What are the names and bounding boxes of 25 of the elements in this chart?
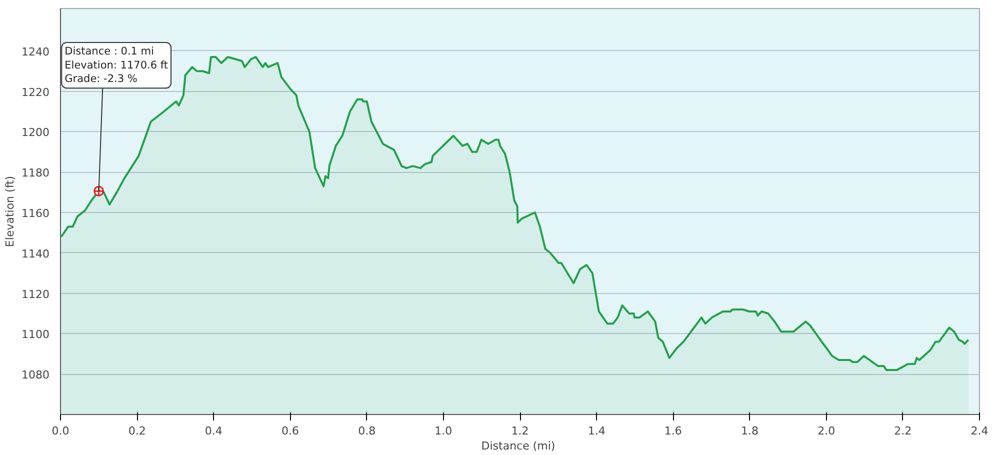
y-tick-label: 1080 <box>22 368 50 382</box>
annotation: Distance : 0.1 mi Elevation: 1170.6 ft Grade: -2.3 % <box>64 45 168 86</box>
x-axis-title: Distance (mi) <box>481 440 556 452</box>
x-tick-label: 1.8 <box>741 424 759 438</box>
x-tick-label: 1.2 <box>511 424 529 438</box>
y-tick-label: 1200 <box>22 126 50 140</box>
x-tick-label: 0.0 <box>52 424 70 438</box>
x-tick-label: 0.8 <box>358 424 376 438</box>
y-tick-label: 1120 <box>22 288 50 301</box>
x-tick-label: 0.6 <box>282 424 300 438</box>
y-tick-label: 1100 <box>22 328 50 342</box>
x-tick-label: 0.2 <box>128 424 146 438</box>
x-tick-label: 1.6 <box>664 424 682 438</box>
x-tick-label: 2.4 <box>970 424 988 438</box>
y-tick-label: 1240 <box>22 45 50 58</box>
x-tick-label: 1.0 <box>434 424 452 438</box>
x-tick-label: 1.4 <box>588 424 606 438</box>
y-tick-label: 1140 <box>22 247 50 260</box>
y-tick-label: 1160 <box>22 207 50 220</box>
x-tick-label: 2.0 <box>818 424 836 438</box>
x-tick-label: 0.4 <box>204 424 222 438</box>
x-tick-label: 2.2 <box>894 424 912 438</box>
y-tick-label: 1220 <box>22 86 50 99</box>
y-axis-title: Elevation (ft) <box>4 176 17 248</box>
y-tick-label: 1180 <box>22 166 50 180</box>
